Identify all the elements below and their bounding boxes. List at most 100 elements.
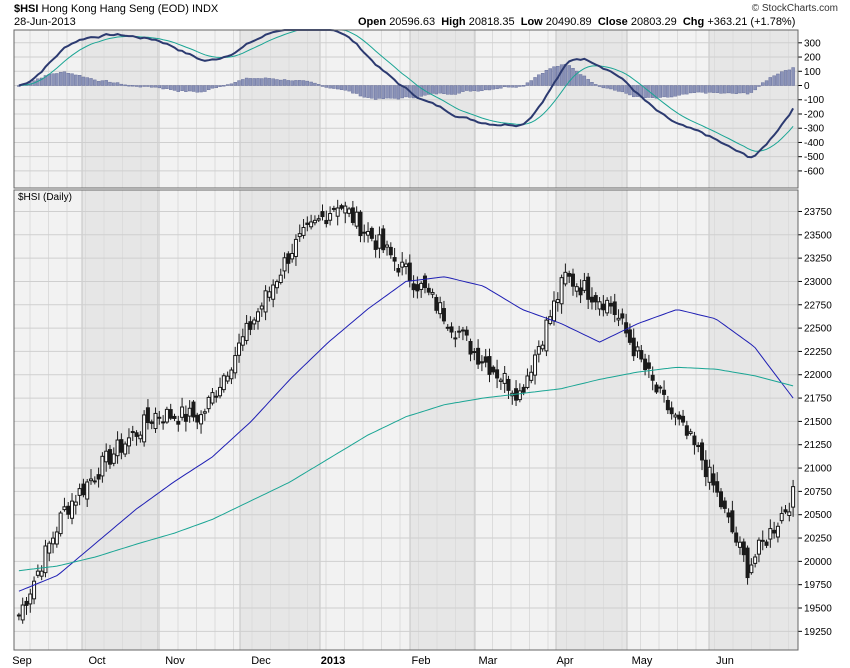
candle-body xyxy=(24,600,29,606)
macd-histogram-bar xyxy=(502,85,507,88)
macd-histogram-bar xyxy=(332,85,336,89)
price-y-tick-label: 21750 xyxy=(804,394,832,405)
x-axis-month-label: Sep xyxy=(12,655,32,667)
macd-panel-frame xyxy=(13,29,799,189)
candle-body xyxy=(627,329,632,343)
macd-histogram-bar xyxy=(624,85,628,94)
candle-body xyxy=(472,351,477,354)
macd-histogram-bar xyxy=(153,85,158,88)
macd-histogram-bar xyxy=(282,79,287,86)
macd-histogram-bar xyxy=(320,85,325,87)
candle-body xyxy=(138,434,143,440)
macd-histogram-bar xyxy=(347,85,351,92)
candle-body xyxy=(692,435,697,446)
candle-body xyxy=(89,478,94,482)
macd-histogram-bar xyxy=(127,84,131,87)
macd-histogram-bar xyxy=(499,85,503,89)
candle-body xyxy=(278,274,283,283)
macd-histogram-bar xyxy=(294,80,298,86)
candle-body xyxy=(354,211,359,227)
macd-histogram-bar xyxy=(305,80,310,86)
macd-histogram-bar xyxy=(256,78,260,86)
candle-body xyxy=(775,525,780,538)
macd-histogram-bar xyxy=(419,85,423,97)
macd-histogram-bar xyxy=(669,85,674,98)
candle-body xyxy=(119,439,124,453)
macd-histogram-bar xyxy=(385,85,389,99)
candle-body xyxy=(779,513,784,522)
candle-body xyxy=(206,396,211,410)
macd-month-shade xyxy=(556,30,627,188)
candle-body xyxy=(191,401,196,418)
candle-body xyxy=(715,481,720,493)
macd-histogram-bar xyxy=(93,79,97,86)
candle-body xyxy=(85,481,90,500)
macd-histogram-bar xyxy=(791,67,795,86)
macd-histogram-bar xyxy=(354,85,359,94)
macd-histogram-bar xyxy=(734,85,738,94)
candle-body xyxy=(107,449,112,465)
macd-histogram-bar xyxy=(650,85,655,98)
candle-body xyxy=(791,486,796,508)
macd-histogram-bar xyxy=(169,85,173,90)
candle-body xyxy=(362,231,367,234)
macd-histogram-bar xyxy=(43,75,48,86)
x-axis-month-label: May xyxy=(632,655,653,667)
candle-body xyxy=(343,205,348,214)
candle-body xyxy=(419,282,424,290)
macd-histogram-bar xyxy=(764,80,769,86)
macd-histogram-bar xyxy=(381,85,385,99)
macd-histogram-bar xyxy=(483,85,488,91)
low-label: Low xyxy=(520,16,543,28)
price-panel-title: $HSI (Daily) xyxy=(18,192,72,203)
macd-histogram-bar xyxy=(275,79,279,86)
macd-histogram-bar xyxy=(658,85,662,98)
macd-histogram-bar xyxy=(544,69,549,86)
candle-body xyxy=(20,604,25,621)
candle-body xyxy=(445,326,450,329)
candle-body xyxy=(468,341,473,355)
candle-body xyxy=(498,379,503,382)
macd-histogram-bar xyxy=(146,85,150,87)
macd-y-tick-label: -400 xyxy=(804,138,824,149)
macd-histogram-bar xyxy=(404,85,408,98)
macd-histogram-bar xyxy=(131,85,135,87)
candle-body xyxy=(711,473,716,486)
candle-body xyxy=(574,286,579,292)
candle-body xyxy=(631,337,636,357)
candle-body xyxy=(517,390,522,401)
candle-body xyxy=(616,317,621,321)
macd-histogram-bar xyxy=(575,70,579,86)
candle-body xyxy=(195,414,200,423)
macd-histogram-bar xyxy=(58,72,63,86)
candle-body xyxy=(677,414,682,420)
candle-body xyxy=(73,501,78,506)
candle-body xyxy=(457,330,462,333)
macd-histogram-bar xyxy=(290,80,294,86)
candle-body xyxy=(293,238,298,257)
candle-body xyxy=(491,366,496,373)
symbol-name: Hong Kong Hang Seng (EOD) xyxy=(41,3,189,15)
candle-body xyxy=(282,257,287,272)
candle-body xyxy=(544,319,549,352)
candle-body xyxy=(567,273,572,277)
macd-histogram-bar xyxy=(74,74,78,86)
candle-body xyxy=(297,233,302,238)
candle-body xyxy=(149,421,154,424)
candle-body xyxy=(476,347,481,365)
macd-histogram-bar xyxy=(620,85,625,93)
macd-histogram-bar xyxy=(692,85,697,93)
macd-histogram-bar xyxy=(704,85,708,94)
candle-body xyxy=(593,295,598,303)
macd-histogram-bar xyxy=(51,73,55,86)
candle-body xyxy=(430,292,435,295)
macd-histogram-bar xyxy=(176,85,180,92)
candle-body xyxy=(225,375,230,382)
candle-body xyxy=(214,395,219,398)
macd-histogram-bar xyxy=(446,85,450,95)
macd-histogram-bar xyxy=(613,85,617,91)
macd-histogram-bar xyxy=(681,85,685,95)
candle-body xyxy=(646,362,651,369)
candle-body xyxy=(331,207,336,210)
macd-histogram-bar xyxy=(514,85,518,88)
